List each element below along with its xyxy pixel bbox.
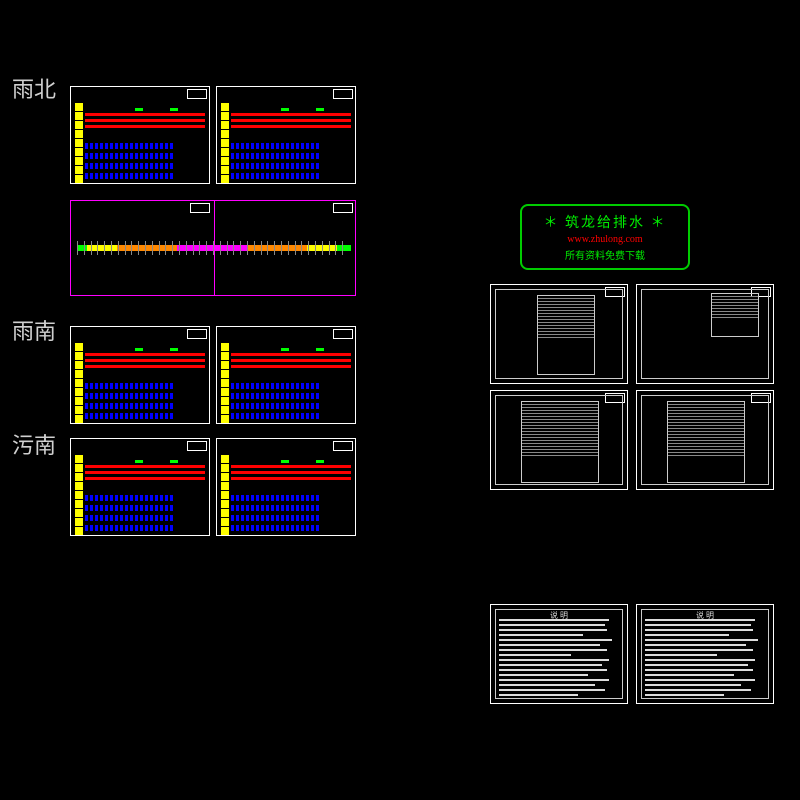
doc-sheet-table bbox=[490, 284, 628, 384]
elevation-sheet bbox=[70, 438, 210, 536]
doc-sheet-notes: 说 明 bbox=[490, 604, 628, 704]
badge-title: ＊ 筑龙给排水 ＊ bbox=[532, 212, 678, 232]
badge-subtitle: 所有资料免费下载 bbox=[532, 247, 678, 262]
label-yubei: 雨北 bbox=[12, 72, 56, 104]
title-block bbox=[187, 329, 207, 339]
title-block bbox=[333, 441, 353, 451]
title-block bbox=[333, 89, 353, 99]
badge-url: www.zhulong.com bbox=[532, 234, 678, 245]
elevation-sheet bbox=[70, 326, 210, 424]
title-block bbox=[187, 89, 207, 99]
elevation-sheet bbox=[70, 86, 210, 184]
label-wunan: 污南 bbox=[12, 428, 56, 460]
elevation-sheet bbox=[216, 86, 356, 184]
title-block bbox=[333, 329, 353, 339]
plan-sheet-frame bbox=[70, 200, 356, 296]
doc-sheet-table bbox=[636, 390, 774, 490]
doc-sheet-notes: 说 明 bbox=[636, 604, 774, 704]
title-block bbox=[187, 441, 207, 451]
elevation-sheet bbox=[216, 326, 356, 424]
label-yunan: 雨南 bbox=[12, 314, 56, 346]
doc-sheet-table bbox=[490, 390, 628, 490]
elevation-sheet bbox=[216, 438, 356, 536]
doc-sheet-table bbox=[636, 284, 774, 384]
